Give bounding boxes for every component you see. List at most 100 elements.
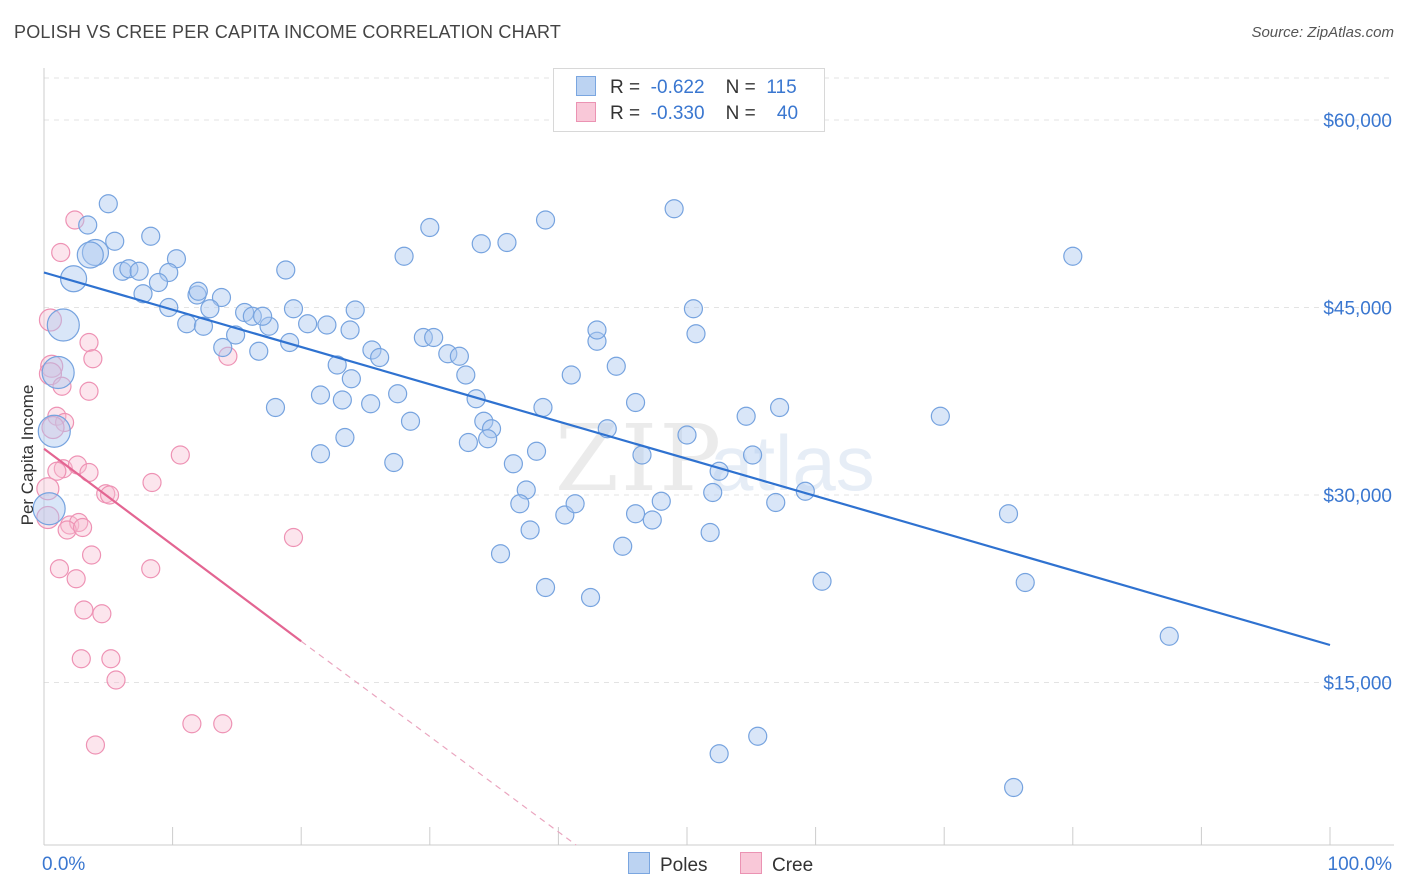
cree-point	[142, 472, 162, 493]
poles-point	[766, 492, 786, 513]
poles-point	[769, 397, 790, 418]
poles-point	[310, 385, 331, 405]
poles-point	[283, 299, 304, 319]
cree-point	[101, 649, 121, 669]
poles-point	[930, 406, 950, 426]
legend-label-cree: Cree	[772, 855, 814, 876]
poles-point	[384, 452, 404, 473]
legend-row-poles: R = -0.622 N = 115	[576, 76, 797, 100]
poles-swatch	[576, 76, 596, 96]
poles-point	[420, 217, 440, 238]
poles-point	[265, 397, 286, 418]
n-value-poles: 115	[766, 77, 797, 98]
poles-point	[280, 332, 300, 353]
source-label: Source: ZipAtlas.com	[1251, 24, 1394, 41]
tick-labels: $15,000 $30,000 $45,000 $60,000 0.0% 100.0%	[42, 111, 1392, 875]
legend-item-poles: Poles	[628, 852, 708, 877]
poles-point	[129, 261, 149, 281]
poles-point	[651, 491, 671, 511]
cree-point	[66, 569, 86, 589]
poles-point	[332, 390, 352, 410]
poles-point	[76, 241, 104, 269]
cree-point	[85, 735, 106, 755]
cree-point	[83, 349, 103, 369]
cree-points	[36, 210, 304, 755]
poles-point	[317, 315, 337, 335]
poles-point	[642, 510, 662, 530]
y-tick-label: $45,000	[1323, 299, 1392, 320]
cree-legend-swatch	[740, 852, 762, 874]
r-label: R =	[610, 77, 641, 98]
poles-point	[625, 504, 646, 524]
cree-point	[79, 381, 99, 401]
poles-point	[141, 226, 161, 246]
poles-point	[226, 325, 246, 345]
poles-point	[535, 577, 556, 598]
poles-point	[362, 340, 382, 360]
poles-point	[78, 215, 98, 235]
poles-point	[742, 445, 763, 465]
poles-point	[812, 571, 832, 591]
poles-point	[327, 355, 347, 375]
poles-point	[41, 355, 75, 390]
poles-point	[1063, 246, 1083, 266]
poles-point	[683, 299, 704, 319]
poles-point	[46, 308, 80, 342]
poles-point	[37, 414, 71, 448]
poles-point	[535, 210, 556, 230]
poles-point	[561, 365, 581, 385]
grid-lines	[44, 77, 1390, 683]
cree-point	[54, 412, 75, 433]
cree-point	[81, 545, 102, 565]
poles-point	[413, 327, 433, 348]
poles-point	[606, 356, 626, 376]
poles-point	[998, 504, 1019, 524]
poles-point	[188, 281, 208, 301]
y-tick-label: $15,000	[1323, 674, 1392, 695]
poles-point	[98, 194, 118, 214]
poles-point	[253, 306, 273, 326]
poles-point	[700, 522, 720, 543]
poles-point	[580, 587, 601, 608]
legend-row-cree: R = -0.330 N = 40	[576, 102, 798, 126]
cree-trend-extension	[300, 640, 577, 846]
poles-point	[709, 461, 729, 481]
poles-point	[565, 494, 585, 514]
poles-point	[1004, 777, 1024, 798]
poles-point	[424, 327, 444, 348]
poles-point	[686, 324, 706, 344]
legend-label-poles: Poles	[660, 855, 708, 876]
poles-point	[520, 520, 540, 540]
n-value-cree: 40	[776, 103, 799, 124]
cree-point	[71, 649, 91, 669]
poles-point	[394, 246, 414, 266]
poles-point	[503, 454, 523, 474]
poles-point	[438, 344, 458, 364]
poles-point	[490, 544, 511, 564]
poles-point	[341, 369, 361, 389]
chart-title: POLISH VS CREE PER CAPITA INCOME CORRELA…	[14, 22, 562, 42]
cree-point	[170, 445, 190, 465]
poles-point	[664, 199, 684, 219]
cree-point	[65, 210, 85, 230]
y-axis-label: Per Capita Income	[18, 384, 37, 526]
axes	[43, 68, 1394, 846]
poles-point	[510, 494, 530, 514]
cree-point	[47, 461, 67, 481]
watermark: ZIP atlas	[555, 405, 875, 512]
cree-point	[74, 600, 94, 620]
poles-point	[340, 320, 360, 340]
poles-point	[211, 287, 232, 308]
poles-points	[32, 194, 1179, 798]
cree-point	[283, 527, 304, 548]
cree-point	[79, 332, 99, 353]
poles-point	[370, 347, 390, 368]
cree-point	[106, 670, 126, 690]
poles-point	[242, 306, 262, 326]
trend-lines	[43, 271, 1331, 846]
poles-point	[213, 337, 233, 358]
legend-item-cree: Cree	[740, 852, 813, 877]
poles-point	[497, 232, 517, 253]
correlation-legend: R = -0.622 N = 115 R = -0.330 N = 40	[553, 68, 825, 132]
